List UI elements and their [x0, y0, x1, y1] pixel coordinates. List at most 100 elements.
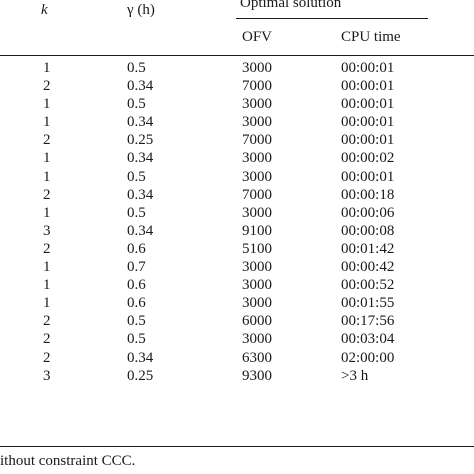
cell-ofv: 3000: [242, 331, 272, 348]
table-row: 2 0.25 7000 00:00:01: [0, 131, 474, 149]
cell-k: 1: [43, 259, 51, 276]
cell-cpu-time: 00:00:01: [341, 132, 395, 149]
header-k: k: [41, 2, 48, 18]
cell-cpu-time: 00:00:01: [341, 78, 395, 95]
table-bottom-rule: [0, 446, 474, 447]
cell-k: 1: [43, 277, 51, 294]
cell-cpu-time: 00:01:42: [341, 240, 395, 257]
table-row: 2 0.5 6000 00:17:56: [0, 312, 474, 330]
header-cpu-time: CPU time: [341, 29, 401, 45]
table-row: 2 0.34 7000 00:00:18: [0, 186, 474, 204]
cell-cpu-time: >3 h: [341, 367, 369, 384]
cell-k: 1: [43, 114, 51, 131]
cell-ofv: 3000: [242, 277, 272, 294]
table-row: 1 0.7 3000 00:00:42: [0, 258, 474, 276]
table-row: 1 0.34 3000 00:00:01: [0, 113, 474, 131]
cell-cpu-time: 00:00:52: [341, 277, 395, 294]
cell-gamma: 0.34: [127, 349, 154, 366]
cell-ofv: 3000: [242, 60, 272, 76]
table-row: 1 0.5 3000 00:00:01: [0, 59, 474, 77]
cell-ofv: 3000: [242, 259, 272, 276]
table-row: 1 0.5 3000 00:00:06: [0, 204, 474, 222]
cell-cpu-time: 00:00:08: [341, 222, 395, 239]
cell-gamma: 0.5: [127, 96, 146, 113]
group-underline: [236, 18, 428, 19]
cell-cpu-time: 00:01:55: [341, 295, 395, 312]
cell-cpu-time: 00:00:01: [341, 60, 395, 76]
cell-k: 2: [43, 349, 51, 366]
cell-cpu-time: 00:00:42: [341, 259, 395, 276]
cell-ofv: 9300: [242, 367, 272, 384]
cell-k: 2: [43, 313, 51, 330]
cell-k: 2: [43, 186, 51, 203]
cell-k: 2: [43, 331, 51, 348]
cell-ofv: 9100: [242, 222, 272, 239]
header-bottom-rule: [0, 55, 474, 56]
cell-k: 1: [43, 168, 51, 185]
table-row: 2 0.34 7000 00:00:01: [0, 77, 474, 95]
cell-ofv: 3000: [242, 150, 272, 167]
cell-cpu-time: 00:00:01: [341, 114, 395, 131]
cell-gamma: 0.5: [127, 168, 146, 185]
cell-ofv: 3000: [242, 295, 272, 312]
table-body: 1 0.5 3000 00:00:01 2 0.34 7000 00:00:01 1 0.5 300…: [0, 59, 474, 385]
cell-gamma: 0.7: [127, 259, 146, 276]
table-row: 2 0.5 3000 00:03:04: [0, 330, 474, 348]
cell-cpu-time: 02:00:00: [341, 349, 395, 366]
cell-cpu-time: 00:00:01: [341, 168, 395, 185]
table-row: 1 0.6 3000 00:01:55: [0, 294, 474, 312]
cell-ofv: 7000: [242, 78, 272, 95]
cell-cpu-time: 00:00:18: [341, 186, 395, 203]
cell-gamma: 0.5: [127, 331, 146, 348]
cell-gamma: 0.5: [127, 204, 146, 221]
cell-k: 2: [43, 78, 51, 95]
cell-k: 3: [43, 222, 51, 239]
cell-ofv: 3000: [242, 204, 272, 221]
cell-gamma: 0.34: [127, 186, 154, 203]
cell-gamma: 0.6: [127, 295, 146, 312]
table-row: 1 0.6 3000 00:00:52: [0, 276, 474, 294]
cell-gamma: 0.34: [127, 150, 154, 167]
table-row: 1 0.5 3000 00:00:01: [0, 95, 474, 113]
cell-ofv: 3000: [242, 168, 272, 185]
cell-gamma: 0.25: [127, 132, 154, 149]
table-row: 3 0.34 9100 00:00:08: [0, 222, 474, 240]
cell-k: 3: [43, 367, 51, 384]
cell-ofv: 6300: [242, 349, 272, 366]
cell-k: 1: [43, 150, 51, 167]
cell-k: 1: [43, 295, 51, 312]
cell-cpu-time: 00:17:56: [341, 313, 395, 330]
cell-gamma: 0.5: [127, 313, 146, 330]
cell-ofv: 3000: [242, 96, 272, 113]
header-gamma: γ (h): [127, 2, 155, 18]
cell-cpu-time: 00:00:06: [341, 204, 395, 221]
cell-gamma: 0.6: [127, 240, 146, 257]
cell-gamma: 0.34: [127, 114, 154, 131]
cell-cpu-time: 00:03:04: [341, 331, 395, 348]
cell-gamma: 0.34: [127, 222, 154, 239]
cell-ofv: 6000: [242, 313, 272, 330]
cell-gamma: 0.25: [127, 367, 154, 384]
table-row: 2 0.6 5100 00:01:42: [0, 240, 474, 258]
cell-gamma: 0.5: [127, 60, 146, 76]
table-row: 2 0.34 6300 02:00:00: [0, 349, 474, 367]
cell-ofv: 7000: [242, 186, 272, 203]
cell-k: 1: [43, 60, 51, 76]
cell-ofv: 7000: [242, 132, 272, 149]
header-ofv: OFV: [242, 29, 273, 45]
cell-cpu-time: 00:00:01: [341, 96, 395, 113]
header-optimal-solution: Optimal solution: [240, 0, 342, 11]
cell-ofv: 5100: [242, 240, 272, 257]
cell-k: 2: [43, 132, 51, 149]
cell-gamma: 0.34: [127, 78, 154, 95]
cell-k: 2: [43, 240, 51, 257]
cell-k: 1: [43, 204, 51, 221]
cell-cpu-time: 00:00:02: [341, 150, 395, 167]
table-row: 3 0.25 9300 >3 h: [0, 367, 474, 385]
cell-gamma: 0.6: [127, 277, 146, 294]
table-row: 1 0.5 3000 00:00:01: [0, 168, 474, 186]
footnote: ithout constraint CCC.: [0, 453, 136, 469]
cell-k: 1: [43, 96, 51, 113]
cell-ofv: 3000: [242, 114, 272, 131]
table-row: 1 0.34 3000 00:00:02: [0, 149, 474, 167]
